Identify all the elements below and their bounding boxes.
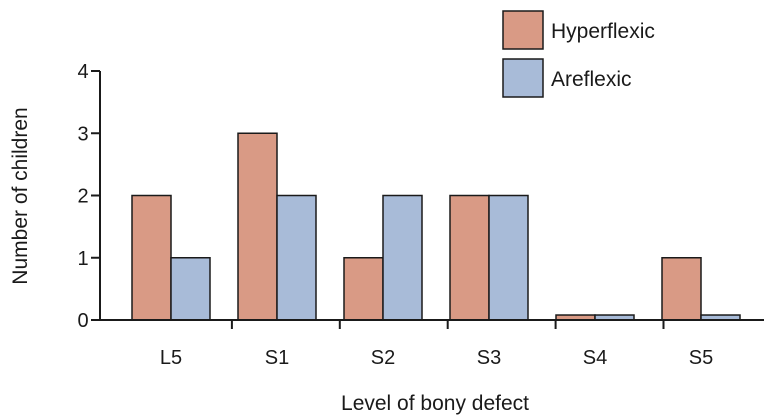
- y-tick-label: 3: [77, 123, 88, 145]
- x-tick-label: S4: [583, 347, 607, 369]
- bar-hyperflexic-l5: [131, 194, 172, 321]
- bar-hyperflexic-s5: [661, 257, 702, 321]
- x-axis-title: Level of bony defect: [341, 392, 529, 415]
- y-tick-label: 2: [77, 186, 88, 208]
- y-axis-title: Number of children: [9, 107, 32, 284]
- bar-areflexic-s3: [488, 194, 529, 321]
- x-tick-label: L5: [160, 347, 182, 369]
- x-axis: L5 S1 S2 S3 S4 S5: [99, 319, 764, 369]
- bar-areflexic-s2: [382, 194, 423, 321]
- y-tick-label: 0: [77, 310, 88, 332]
- x-tick-label: S5: [689, 347, 713, 369]
- x-tick-label: S3: [477, 347, 501, 369]
- x-tick-label: S1: [265, 347, 289, 369]
- legend-swatch-hyperflexic: [502, 10, 544, 50]
- y-axis: 0 1 2 3 4: [77, 61, 101, 332]
- y-tick-label: 4: [77, 61, 88, 83]
- legend-swatch-areflexic: [502, 58, 544, 98]
- bars: [131, 132, 741, 321]
- bar-areflexic-s1: [276, 194, 317, 321]
- bar-hyperflexic-s3: [449, 194, 490, 321]
- bar-hyperflexic-s1: [237, 132, 278, 321]
- legend-label-hyperflexic: Hyperflexic: [551, 20, 655, 43]
- bar-hyperflexic-s2: [343, 257, 384, 321]
- legend-label-areflexic: Areflexic: [551, 68, 632, 91]
- x-tick-label: S2: [371, 347, 395, 369]
- bar-areflexic-l5: [170, 257, 211, 321]
- legend: Hyperflexic Areflexic: [502, 10, 655, 98]
- y-tick-label: 1: [77, 248, 88, 270]
